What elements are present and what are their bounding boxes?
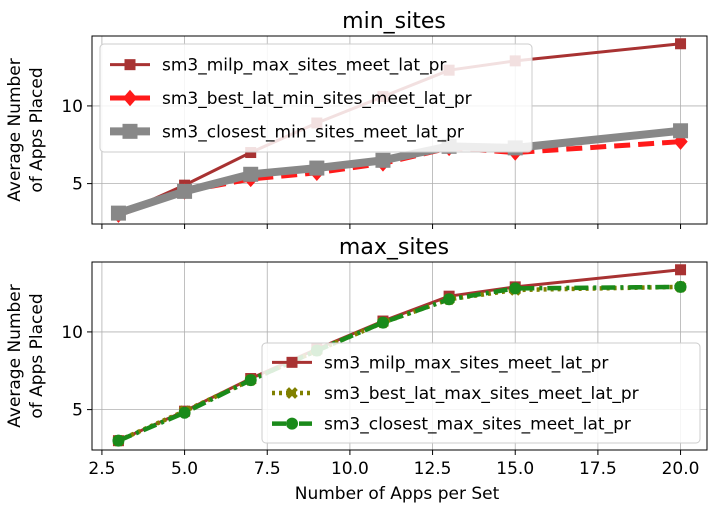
x-tick-label: 20.0 [662,459,700,479]
data-point [674,280,687,293]
panel-title: min_sites [342,9,446,34]
data-point [309,160,325,176]
ticks: 2.5 5.0 7.5 10.0 12.5 15.0 17.5 20.0 5 10 [61,323,699,479]
axes-frame [91,35,708,225]
legend-label: sm3_closest_max_sites_meet_lat_pr [324,415,631,435]
x-tick-label: 15.0 [496,459,534,479]
panel-max-sites: max_sites 2.5 5.0 7.5 10.0 12.5 15.0 17.5 20.0 5… [5,235,708,479]
data-point [509,282,522,295]
legend-label: sm3_milp_max_sites_meet_lat_pr [324,353,608,373]
legend-marker [122,89,138,107]
y-axis-label-line1: Average Number [5,284,25,428]
data-point [178,406,191,419]
legend-box [261,342,701,444]
legend-label: sm3_best_lat_max_sites_meet_lat_pr [324,384,639,404]
legend-marker [286,417,298,430]
legend-marker [286,387,298,399]
data-point [244,374,257,387]
y-axis-label-line2: of Apps Placed [27,67,47,192]
y-tick-label: 10 [61,323,83,343]
y-tick-label: 5 [72,401,83,421]
legend: sm3_milp_max_sites_meet_lat_pr sm3_best_l… [99,43,533,153]
x-tick-label: 10.0 [331,459,369,479]
legend-marker [122,123,138,139]
ticks: 5 10 [61,97,682,229]
legend: sm3_milp_max_sites_meet_lat_pr sm3_best_l… [261,342,701,444]
data-point [675,264,687,276]
axes-frame [91,261,708,451]
data-point [110,205,126,221]
x-tick-label: 12.5 [414,459,452,479]
data-point [177,183,193,199]
y-tick-label: 10 [61,97,83,117]
y-tick-label: 5 [72,175,83,195]
legend-marker [124,59,136,71]
data-point [376,316,389,329]
legend-box [99,43,533,153]
y-axis-label-line2: of Apps Placed [27,293,47,418]
data-point [243,166,259,182]
x-tick-label: 5.0 [171,459,198,479]
data-point [112,434,125,447]
x-axis-label: Number of Apps per Set [295,484,500,504]
y-axis-label-line1: Average Number [5,58,25,202]
panel-title: max_sites [339,235,449,260]
panel-min-sites: min_sites 5 10 Average Number of Apps Pla… [5,9,708,229]
x-tick-label: 7.5 [254,459,281,479]
x-tick-label: 2.5 [88,459,115,479]
series-line [117,139,681,218]
legend-label: sm3_closest_min_sites_meet_lat_pr [162,122,464,142]
data-point [673,123,689,139]
x-tick-label: 17.5 [579,459,617,479]
data-point [443,293,456,306]
legend-marker [286,356,298,368]
legend-label: sm3_milp_max_sites_meet_lat_pr [162,56,446,76]
data-point [375,152,391,168]
data-point [675,38,687,50]
series-line [117,284,681,443]
legend-label: sm3_best_lat_min_sites_meet_lat_pr [162,89,472,109]
